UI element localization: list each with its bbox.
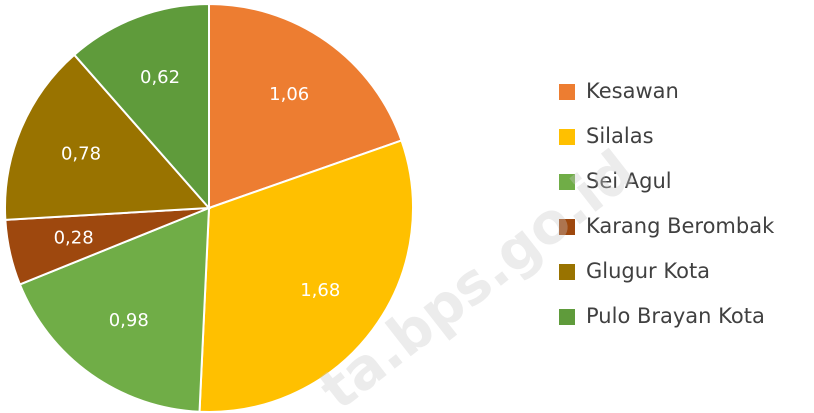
legend-swatch (559, 84, 575, 100)
value-label: 0,78 (61, 144, 101, 165)
legend-label: Pulo Brayan Kota (586, 304, 765, 328)
pie-slice (72, 2, 210, 211)
legend-swatch (559, 309, 575, 325)
legend-label: Karang Berombak (586, 214, 775, 238)
value-label: 1,68 (300, 280, 340, 301)
legend-label: Glugur Kota (586, 259, 710, 283)
pie-slice (198, 139, 414, 413)
value-label: 0,28 (54, 227, 94, 248)
legend-swatch (559, 219, 575, 235)
value-label: 0,98 (109, 310, 149, 331)
value-label: 0,62 (140, 67, 180, 88)
pie-slice (18, 206, 211, 413)
legend-label: Silalas (586, 124, 654, 148)
legend-swatch (559, 264, 575, 280)
legend-swatch (559, 129, 575, 145)
legend-swatch (559, 174, 575, 190)
value-label: 1,06 (269, 84, 309, 105)
pie-slice (4, 53, 212, 221)
legend-label: Sei Agul (586, 169, 672, 193)
legend-label: Kesawan (586, 79, 679, 103)
